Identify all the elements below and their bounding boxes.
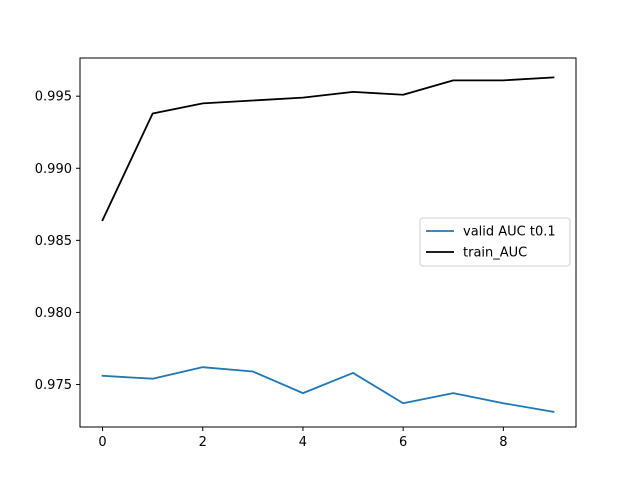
series-layer bbox=[101, 76, 555, 413]
axes-frame bbox=[79, 57, 577, 428]
axes-layer: 0 2 4 6 8 0.975 0.980 0.985 0.990 0.995 bbox=[35, 57, 577, 450]
x-tick-label: 4 bbox=[299, 435, 307, 450]
y-tick-label: 0.980 bbox=[35, 306, 72, 321]
x-tick-label: 2 bbox=[199, 435, 207, 450]
y-tick-label: 0.985 bbox=[35, 234, 72, 249]
y-tick-label: 0.990 bbox=[35, 162, 72, 177]
legend-label-1: train_AUC bbox=[463, 246, 527, 261]
legend: valid AUC t0.1 train_AUC bbox=[419, 217, 571, 267]
x-tick-label: 6 bbox=[399, 435, 407, 450]
y-tick-label: 0.975 bbox=[35, 378, 72, 393]
series-line-0 bbox=[101, 366, 555, 413]
y-tick-label: 0.995 bbox=[35, 90, 72, 105]
x-tick-label: 0 bbox=[98, 435, 106, 450]
legend-box bbox=[419, 217, 571, 267]
legend-label-0: valid AUC t0.1 bbox=[463, 225, 556, 240]
x-tick-label: 8 bbox=[499, 435, 507, 450]
series-line-1 bbox=[101, 76, 555, 222]
